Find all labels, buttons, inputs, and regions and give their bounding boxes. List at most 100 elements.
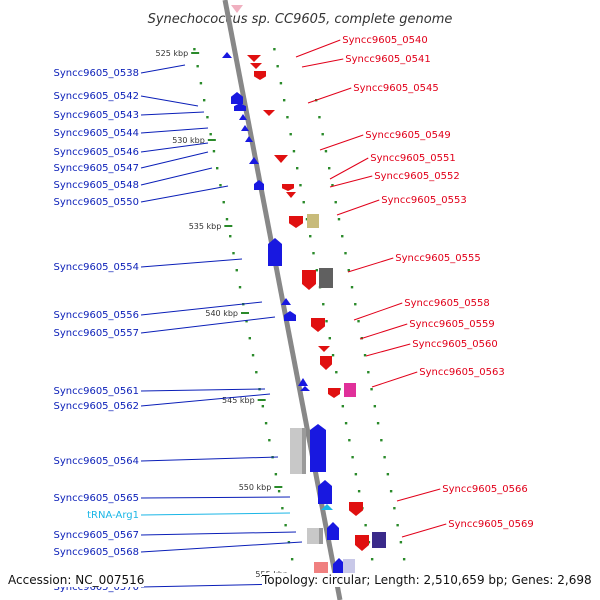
left-gene-label[interactable]: Syncc9605_0564 bbox=[54, 456, 279, 467]
right-gene-label[interactable]: Syncc9605_0566 bbox=[396, 484, 528, 502]
left-gene-label[interactable]: Syncc9605_0538 bbox=[54, 64, 186, 79]
svg-text:tRNA-Arg1: tRNA-Arg1 bbox=[87, 510, 139, 521]
topology-text: Topology: circular; Length: 2,510,659 bp… bbox=[262, 573, 592, 587]
gene-feature bbox=[372, 532, 386, 548]
right-gene-label[interactable]: Syncc9605_0540 bbox=[295, 35, 428, 58]
svg-text:Syncc9605_0547: Syncc9605_0547 bbox=[54, 163, 140, 174]
left-gene-label[interactable]: Syncc9605_0544 bbox=[54, 127, 209, 139]
svg-text:Syncc9605_0544: Syncc9605_0544 bbox=[54, 128, 140, 139]
gene-feature bbox=[344, 383, 356, 397]
left-gene-label[interactable]: Syncc9605_0554 bbox=[54, 258, 243, 273]
svg-text:Syncc9605_0550: Syncc9605_0550 bbox=[54, 197, 140, 208]
left-gene-label[interactable]: Syncc9605_0556 bbox=[54, 301, 263, 321]
left-gene-label[interactable]: Syncc9605_0547 bbox=[54, 151, 209, 174]
track-dot bbox=[341, 405, 345, 408]
track-dot bbox=[348, 439, 351, 442]
right-labels: Syncc9605_0540 Syncc9605_0541 Syncc9605_05… bbox=[295, 35, 534, 538]
track-dot bbox=[324, 150, 328, 153]
track-dot bbox=[376, 422, 380, 425]
track-dot bbox=[274, 473, 278, 476]
gene-feature bbox=[274, 155, 288, 163]
track-dot bbox=[238, 286, 242, 289]
gene-feature bbox=[254, 71, 266, 80]
left-gene-label[interactable]: Syncc9605_0567 bbox=[54, 530, 297, 541]
right-gene-label[interactable]: Syncc9605_0553 bbox=[336, 195, 467, 216]
right-gene-label[interactable]: Syncc9605_0549 bbox=[319, 130, 451, 151]
right-gene-label[interactable]: Syncc9605_0558 bbox=[353, 298, 490, 321]
right-gene-label[interactable]: Syncc9605_0560 bbox=[365, 339, 498, 357]
right-gene-label[interactable]: Syncc9605_0545 bbox=[307, 83, 439, 104]
svg-text:Syncc9605_0553: Syncc9605_0553 bbox=[381, 195, 467, 206]
track-dot bbox=[337, 218, 341, 221]
right-gene-label[interactable]: Syncc9605_0563 bbox=[371, 367, 505, 388]
gene-feature bbox=[311, 318, 325, 332]
track-dot bbox=[331, 354, 335, 357]
track-dot bbox=[276, 65, 279, 68]
right-gene-label[interactable]: Syncc9605_0541 bbox=[301, 54, 431, 68]
track-dot bbox=[402, 558, 406, 561]
dot-tracks bbox=[193, 48, 406, 561]
left-gene-label[interactable]: Syncc9605_0568 bbox=[54, 541, 303, 558]
left-gene-label[interactable]: Syncc9605_0546 bbox=[54, 142, 209, 158]
left-labels: Syncc9605_0538 Syncc9605_0542 Syncc9605_05… bbox=[54, 64, 335, 593]
track-dot bbox=[341, 235, 344, 238]
left-gene-label[interactable]: Syncc9605_0542 bbox=[54, 91, 199, 107]
track-dot bbox=[296, 167, 299, 170]
track-dot bbox=[325, 320, 328, 323]
track-dot bbox=[351, 456, 354, 459]
track-dot bbox=[318, 116, 321, 119]
track-dot bbox=[364, 524, 367, 527]
gene-feature bbox=[349, 502, 363, 516]
track-dot bbox=[206, 116, 209, 119]
gene-feature bbox=[318, 480, 332, 504]
left-gene-label[interactable]: Syncc9605_0543 bbox=[54, 110, 205, 121]
left-gene-label[interactable]: Syncc9605_0548 bbox=[54, 167, 213, 191]
right-gene-label[interactable]: Syncc9605_0555 bbox=[347, 253, 481, 273]
left-gene-label[interactable]: Syncc9605_0562 bbox=[54, 393, 271, 412]
gene-feature bbox=[328, 388, 340, 398]
gene-feature bbox=[222, 52, 232, 58]
track-dot bbox=[315, 269, 318, 272]
track-dot bbox=[219, 184, 222, 187]
right-gene-label[interactable]: Syncc9605_0569 bbox=[401, 519, 534, 538]
svg-text:Syncc9605_0569: Syncc9605_0569 bbox=[448, 519, 534, 530]
left-gene-label[interactable]: Syncc9605_0561 bbox=[54, 386, 266, 397]
svg-text:Syncc9605_0538: Syncc9605_0538 bbox=[54, 68, 140, 79]
left-gene-label[interactable]: Syncc9605_0557 bbox=[54, 316, 276, 339]
scale-ticks: 525 kbp 530 kbp 535 kbp 540 kbp 545 kbp 550 k… bbox=[156, 49, 300, 579]
right-gene-label[interactable]: Syncc9605_0559 bbox=[359, 319, 495, 340]
gene-feature bbox=[234, 103, 246, 111]
gene-feature bbox=[320, 356, 332, 370]
svg-text:Syncc9605_0565: Syncc9605_0565 bbox=[54, 493, 140, 504]
svg-text:Syncc9605_0552: Syncc9605_0552 bbox=[374, 171, 460, 182]
track-dot bbox=[199, 82, 203, 85]
left-gene-label[interactable]: Syncc9605_0565 bbox=[54, 493, 291, 504]
gene-feature bbox=[249, 157, 259, 164]
gene-feature bbox=[231, 92, 243, 104]
track-dot bbox=[334, 201, 337, 204]
left-gene-label[interactable]: Syncc9605_0550 bbox=[54, 185, 229, 208]
right-gene-label[interactable]: Syncc9605_0551 bbox=[329, 153, 456, 180]
gene-feature bbox=[282, 184, 294, 191]
track-dot bbox=[216, 167, 219, 170]
gene-feature bbox=[254, 180, 264, 190]
track-dot bbox=[309, 235, 312, 238]
gene-feature bbox=[268, 238, 282, 266]
svg-text:Syncc9605_0545: Syncc9605_0545 bbox=[353, 83, 439, 94]
track-dot bbox=[350, 286, 354, 289]
map-title: Synechococcus sp. CC9605, complete genom… bbox=[148, 12, 453, 27]
svg-text:Syncc9605_0555: Syncc9605_0555 bbox=[395, 253, 481, 264]
gene-feature bbox=[281, 298, 291, 305]
right-gene-label[interactable]: Syncc9605_0552 bbox=[329, 171, 460, 188]
svg-text:Syncc9605_0549: Syncc9605_0549 bbox=[365, 130, 451, 141]
left-gene-label[interactable]: tRNA-Arg1 bbox=[87, 510, 291, 521]
track-dot bbox=[287, 541, 291, 544]
gene-feature bbox=[318, 346, 330, 352]
gene-feature bbox=[321, 504, 333, 510]
track-dot bbox=[357, 490, 361, 493]
track-dot bbox=[232, 252, 235, 255]
gene-feature bbox=[290, 428, 304, 474]
track-dot bbox=[245, 320, 248, 323]
track-dot bbox=[299, 184, 302, 187]
track-dot bbox=[331, 184, 334, 187]
